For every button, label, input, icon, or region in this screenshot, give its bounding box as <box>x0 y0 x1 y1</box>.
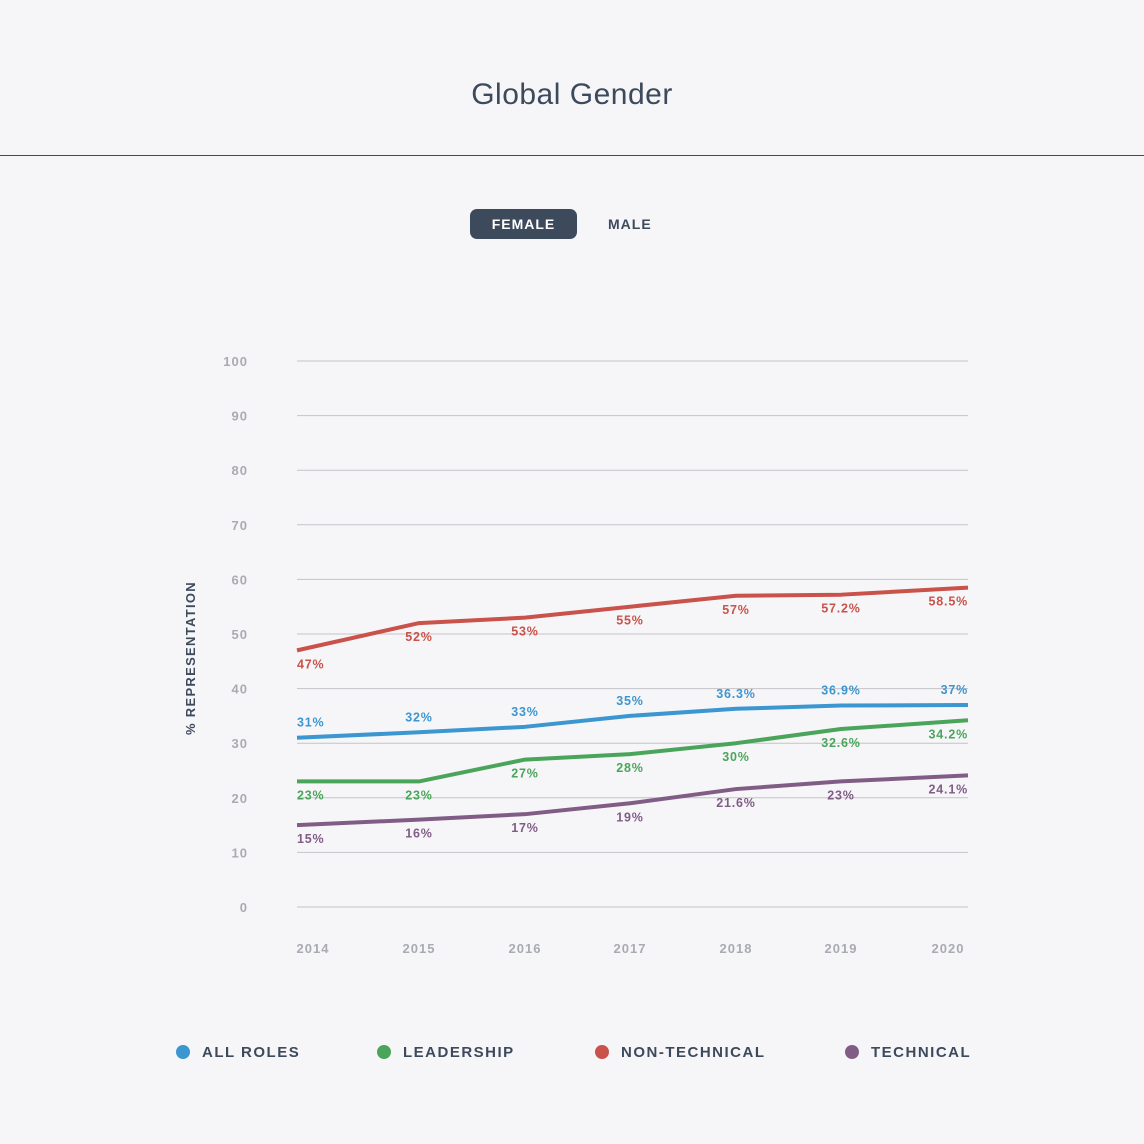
series-line-all_roles <box>296 702 969 740</box>
data-label-technical: 24.1% <box>929 782 968 796</box>
x-tick-label: 2016 <box>509 941 542 956</box>
data-label-leadership: 34.2% <box>929 727 968 741</box>
data-label-all_roles: 32% <box>405 710 432 724</box>
x-tick-labels: 2014 2015 2016 2017 2018 2019 2020 <box>297 941 965 956</box>
y-tick-label: 80 <box>232 463 248 478</box>
data-label-leadership: 30% <box>722 750 749 764</box>
data-label-non_technical: 53% <box>511 625 538 639</box>
data-label-technical: 16% <box>405 827 432 841</box>
data-label-leadership: 28% <box>616 761 643 775</box>
data-label-technical: 21.6% <box>716 796 755 810</box>
data-label-all_roles: 36.9% <box>821 684 860 698</box>
y-tick-label: 70 <box>232 518 248 533</box>
y-tick-label: 20 <box>232 791 248 806</box>
legend-label: NON-TECHNICAL <box>621 1043 766 1061</box>
y-tick-label: 0 <box>240 900 248 915</box>
legend-dot-icon <box>176 1045 190 1059</box>
y-tick-label: 60 <box>232 572 248 587</box>
data-label-non_technical: 55% <box>616 614 643 628</box>
x-tick-label: 2017 <box>614 941 647 956</box>
legend-dot-icon <box>377 1045 391 1059</box>
data-label-technical: 19% <box>616 810 643 824</box>
male-toggle-button[interactable]: MALE <box>608 216 652 232</box>
header: Global Gender <box>0 0 1144 156</box>
data-label-leadership: 23% <box>405 788 432 802</box>
female-toggle-button[interactable]: FEMALE <box>470 209 577 239</box>
x-tick-label: 2020 <box>932 941 965 956</box>
y-axis-label: % REPRESENTATION <box>183 581 198 735</box>
y-tick-labels: 0 10 20 30 40 50 60 70 80 90 100 <box>223 354 248 915</box>
y-tick-label: 50 <box>232 627 248 642</box>
legend-label: ALL ROLES <box>202 1043 301 1061</box>
page-title: Global Gender <box>471 78 673 111</box>
data-label-all_roles: 31% <box>297 716 324 730</box>
data-label-leadership: 23% <box>297 788 324 802</box>
data-label-technical: 23% <box>827 788 854 802</box>
legend-dot-icon <box>845 1045 859 1059</box>
data-label-non_technical: 47% <box>297 657 324 671</box>
grid-lines <box>297 360 968 908</box>
legend-item-leadership[interactable]: LEADERSHIP <box>377 1040 515 1064</box>
legend: ALL ROLES LEADERSHIP NON-TECHNICAL TECHNICA… <box>0 1040 1144 1064</box>
y-tick-label: 10 <box>232 845 248 860</box>
data-label-leadership: 27% <box>511 767 538 781</box>
gender-toggle: FEMALE MALE <box>470 209 673 239</box>
data-label-non_technical: 57% <box>722 603 749 617</box>
data-labels: 47% 52% 53% 55% 57% 57.2% 58.5% 31% 32% 33% 35% 36.… <box>297 595 968 847</box>
data-label-all_roles: 36.3% <box>716 687 755 701</box>
legend-item-non_technical[interactable]: NON-TECHNICAL <box>595 1040 766 1064</box>
legend-label: TECHNICAL <box>871 1043 972 1061</box>
y-tick-label: 100 <box>223 354 248 369</box>
data-label-technical: 17% <box>511 821 538 835</box>
data-label-non_technical: 58.5% <box>929 595 968 609</box>
series-lines <box>296 585 969 828</box>
x-tick-label: 2014 <box>297 941 330 956</box>
data-label-non_technical: 57.2% <box>821 602 860 616</box>
y-tick-label: 30 <box>232 736 248 751</box>
legend-label: LEADERSHIP <box>403 1043 515 1061</box>
legend-item-all_roles[interactable]: ALL ROLES <box>176 1040 300 1064</box>
x-tick-label: 2018 <box>720 941 753 956</box>
data-label-all_roles: 33% <box>511 705 538 719</box>
data-label-leadership: 32.6% <box>821 736 860 750</box>
legend-item-technical[interactable]: TECHNICAL <box>845 1040 971 1064</box>
series-line-non_technical <box>296 585 969 653</box>
series-line-leadership <box>297 718 969 784</box>
data-label-non_technical: 52% <box>405 630 432 644</box>
y-tick-label: 40 <box>232 682 248 697</box>
data-label-all_roles: 37% <box>941 683 968 697</box>
data-label-technical: 15% <box>297 832 324 846</box>
legend-dot-icon <box>595 1045 609 1059</box>
data-label-all_roles: 35% <box>616 694 643 708</box>
x-tick-label: 2019 <box>825 941 858 956</box>
series-line-technical <box>296 773 969 828</box>
x-tick-label: 2015 <box>403 941 436 956</box>
y-tick-label: 90 <box>232 409 248 424</box>
